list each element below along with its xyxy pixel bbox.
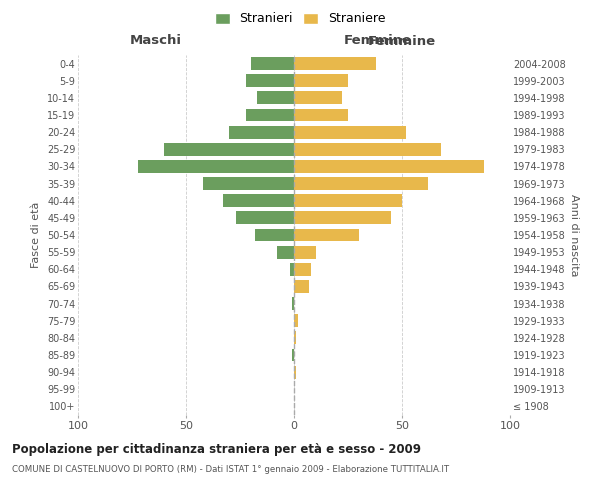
Bar xyxy=(277,246,294,258)
Bar xyxy=(203,177,294,190)
Bar xyxy=(292,348,294,362)
Bar xyxy=(294,160,484,173)
Text: COMUNE DI CASTELNUOVO DI PORTO (RM) - Dati ISTAT 1° gennaio 2009 - Elaborazione : COMUNE DI CASTELNUOVO DI PORTO (RM) - Da… xyxy=(12,465,449,474)
Bar xyxy=(294,74,348,87)
Bar xyxy=(257,92,294,104)
Bar xyxy=(294,92,341,104)
Bar xyxy=(294,314,298,327)
Text: Femmine: Femmine xyxy=(344,34,412,48)
Bar xyxy=(139,160,294,173)
Bar xyxy=(294,280,309,293)
Bar xyxy=(290,263,294,276)
Bar xyxy=(223,194,294,207)
Bar xyxy=(294,263,311,276)
Bar xyxy=(294,212,391,224)
Text: Popolazione per cittadinanza straniera per età e sesso - 2009: Popolazione per cittadinanza straniera p… xyxy=(12,442,421,456)
Bar xyxy=(294,228,359,241)
Bar xyxy=(294,366,296,378)
Bar xyxy=(229,126,294,138)
Legend: Stranieri, Straniere: Stranieri, Straniere xyxy=(211,8,389,29)
Bar xyxy=(255,228,294,241)
Bar xyxy=(294,57,376,70)
Bar xyxy=(164,143,294,156)
Text: Maschi: Maschi xyxy=(130,34,182,48)
Bar xyxy=(294,126,406,138)
Bar xyxy=(294,177,428,190)
Bar xyxy=(236,212,294,224)
Bar xyxy=(294,108,348,122)
Text: Femmine: Femmine xyxy=(368,35,436,48)
Bar xyxy=(294,194,402,207)
Y-axis label: Fasce di età: Fasce di età xyxy=(31,202,41,268)
Bar xyxy=(294,246,316,258)
Bar xyxy=(247,74,294,87)
Bar xyxy=(292,297,294,310)
Bar xyxy=(294,332,296,344)
Bar xyxy=(247,108,294,122)
Bar xyxy=(294,143,441,156)
Y-axis label: Anni di nascita: Anni di nascita xyxy=(569,194,580,276)
Bar xyxy=(251,57,294,70)
